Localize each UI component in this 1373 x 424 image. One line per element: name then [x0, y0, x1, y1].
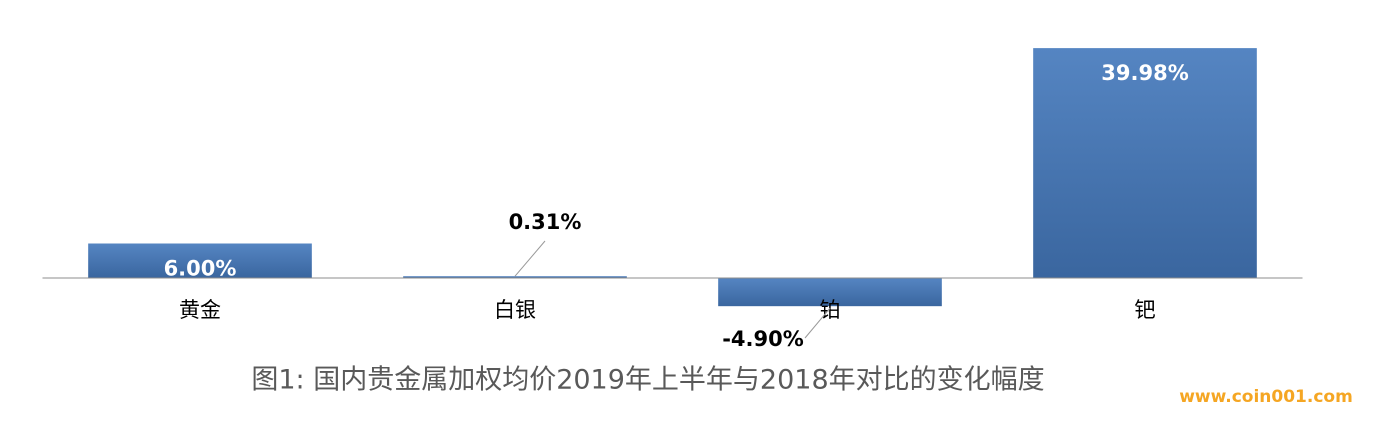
- bar: [403, 276, 627, 278]
- bar: [718, 278, 942, 307]
- x-tick-label: 铂: [820, 298, 841, 322]
- value-label: -4.90%: [722, 327, 804, 351]
- leader-line: [804, 307, 831, 339]
- x-tick-label: 白银: [494, 298, 536, 322]
- watermark: www.coin001.com: [1179, 387, 1353, 407]
- bar: [88, 243, 312, 278]
- x-tick-label: 黄金: [179, 298, 221, 322]
- value-label: 39.98%: [1101, 61, 1188, 85]
- leader-line: [514, 240, 546, 277]
- bar: [1033, 48, 1257, 278]
- x-tick-label: 钯: [1135, 298, 1156, 322]
- value-label: 6.00%: [164, 257, 237, 281]
- chart-title: 图1: 国内贵金属加权均价2019年上半年与2018年对比的变化幅度: [251, 365, 1044, 396]
- value-label: 0.31%: [509, 210, 582, 234]
